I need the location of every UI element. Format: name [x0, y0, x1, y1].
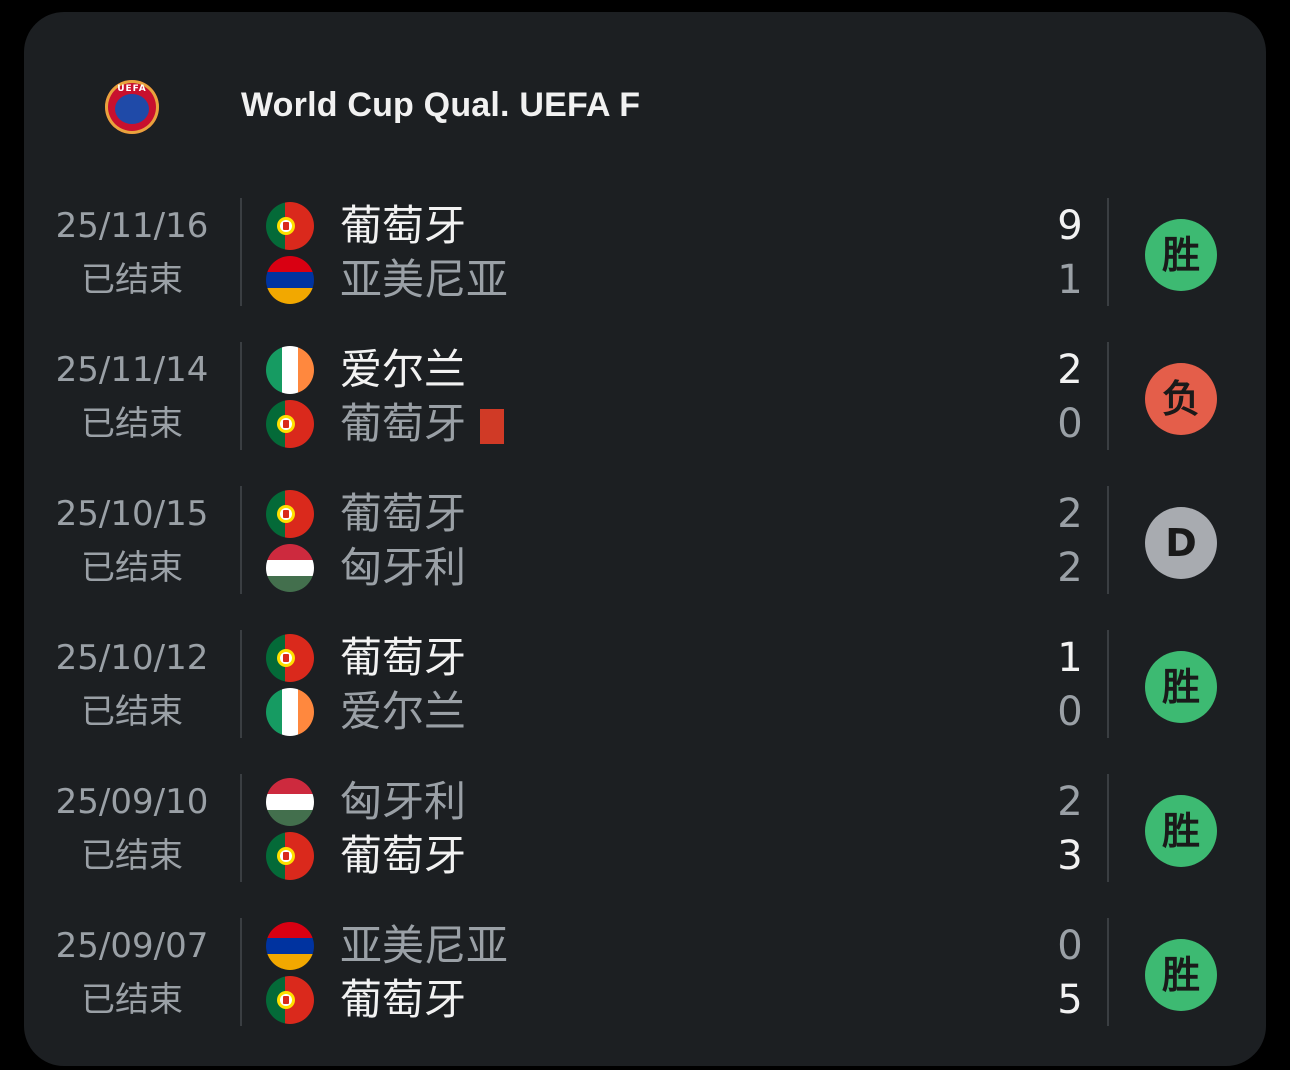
team-name: 葡萄牙	[340, 399, 467, 448]
away-score: 3	[1057, 833, 1083, 879]
match-date: 25/10/12	[55, 638, 209, 678]
divider	[240, 630, 242, 738]
team-name: 爱尔兰	[340, 345, 467, 394]
home-team: 葡萄牙	[266, 631, 1066, 685]
hungary-flag-icon	[266, 544, 314, 592]
armenia-flag-icon	[266, 256, 314, 304]
match-date: 25/10/15	[55, 494, 209, 534]
away-team: 匈牙利	[266, 541, 1066, 595]
team-name: 葡萄牙	[340, 633, 467, 682]
result-badge: 胜	[1145, 219, 1217, 291]
team-name: 亚美尼亚	[340, 255, 509, 304]
home-score: 2	[1057, 491, 1083, 537]
result-badge: 胜	[1145, 795, 1217, 867]
divider	[240, 198, 242, 306]
divider	[1107, 774, 1109, 882]
home-score: 2	[1057, 347, 1083, 393]
portugal-flag-icon	[266, 832, 314, 880]
armenia-flag-icon	[266, 922, 314, 970]
uefa-logo-icon: UEFA	[105, 80, 159, 134]
match-status: 已结束	[81, 404, 183, 444]
match-status: 已结束	[81, 836, 183, 876]
uefa-logo-text: UEFA	[117, 84, 147, 94]
divider	[240, 486, 242, 594]
match-row[interactable]: 25/09/10 已结束 匈牙利 葡萄牙 2 3 胜	[24, 774, 1266, 918]
team-name: 亚美尼亚	[340, 921, 509, 970]
portugal-flag-icon	[266, 490, 314, 538]
team-name: 爱尔兰	[340, 687, 467, 736]
match-date: 25/09/07	[55, 926, 209, 966]
match-row[interactable]: 25/09/07 已结束 亚美尼亚 葡萄牙 0 5 胜	[24, 918, 1266, 1062]
team-name: 匈牙利	[340, 777, 467, 826]
home-score: 1	[1057, 635, 1083, 681]
away-team: 葡萄牙	[266, 397, 1066, 451]
league-header[interactable]: UEFA World Cup Qual. UEFA F	[24, 12, 1266, 202]
away-score: 0	[1057, 689, 1083, 735]
match-status: 已结束	[81, 548, 183, 588]
divider	[1107, 918, 1109, 1026]
portugal-flag-icon	[266, 400, 314, 448]
away-score: 2	[1057, 545, 1083, 591]
home-team: 葡萄牙	[266, 199, 1066, 253]
match-status: 已结束	[81, 260, 183, 300]
match-status: 已结束	[81, 980, 183, 1020]
match-row[interactable]: 25/11/14 已结束 爱尔兰 葡萄牙 2 0 负	[24, 342, 1266, 486]
team-name: 匈牙利	[340, 543, 467, 592]
divider	[1107, 486, 1109, 594]
ireland-flag-icon	[266, 688, 314, 736]
home-score: 0	[1057, 923, 1083, 969]
match-row[interactable]: 25/11/16 已结束 葡萄牙 亚美尼亚 9 1 胜	[24, 198, 1266, 342]
result-badge: 负	[1145, 363, 1217, 435]
home-score: 2	[1057, 779, 1083, 825]
away-score: 0	[1057, 401, 1083, 447]
team-name: 葡萄牙	[340, 201, 467, 250]
result-badge: 胜	[1145, 651, 1217, 723]
divider	[1107, 630, 1109, 738]
home-score: 9	[1057, 203, 1083, 249]
home-team: 爱尔兰	[266, 343, 1066, 397]
match-row[interactable]: 25/10/15 已结束 葡萄牙 匈牙利 2 2 D	[24, 486, 1266, 630]
divider	[1107, 198, 1109, 306]
ireland-flag-icon	[266, 346, 314, 394]
match-date: 25/11/14	[55, 350, 209, 390]
home-team: 亚美尼亚	[266, 919, 1066, 973]
home-team: 匈牙利	[266, 775, 1066, 829]
match-row[interactable]: 25/10/12 已结束 葡萄牙 爱尔兰 1 0 胜	[24, 630, 1266, 774]
away-team: 爱尔兰	[266, 685, 1066, 739]
away-score: 1	[1057, 257, 1083, 303]
match-date: 25/09/10	[55, 782, 209, 822]
divider	[1107, 342, 1109, 450]
away-team: 葡萄牙	[266, 973, 1066, 1027]
away-score: 5	[1057, 977, 1083, 1023]
portugal-flag-icon	[266, 634, 314, 682]
red-card-icon	[480, 409, 504, 444]
result-badge: 胜	[1145, 939, 1217, 1011]
away-team: 葡萄牙	[266, 829, 1066, 883]
divider	[240, 774, 242, 882]
away-team: 亚美尼亚	[266, 253, 1066, 307]
match-history-card: UEFA World Cup Qual. UEFA F 25/11/16 已结束…	[24, 12, 1266, 1066]
league-title: World Cup Qual. UEFA F	[241, 86, 641, 124]
home-team: 葡萄牙	[266, 487, 1066, 541]
portugal-flag-icon	[266, 976, 314, 1024]
team-name: 葡萄牙	[340, 831, 467, 880]
portugal-flag-icon	[266, 202, 314, 250]
divider	[240, 918, 242, 1026]
match-date: 25/11/16	[55, 206, 209, 246]
match-status: 已结束	[81, 692, 183, 732]
team-name: 葡萄牙	[340, 489, 467, 538]
result-badge: D	[1145, 507, 1217, 579]
hungary-flag-icon	[266, 778, 314, 826]
divider	[240, 342, 242, 450]
team-name: 葡萄牙	[340, 975, 467, 1024]
